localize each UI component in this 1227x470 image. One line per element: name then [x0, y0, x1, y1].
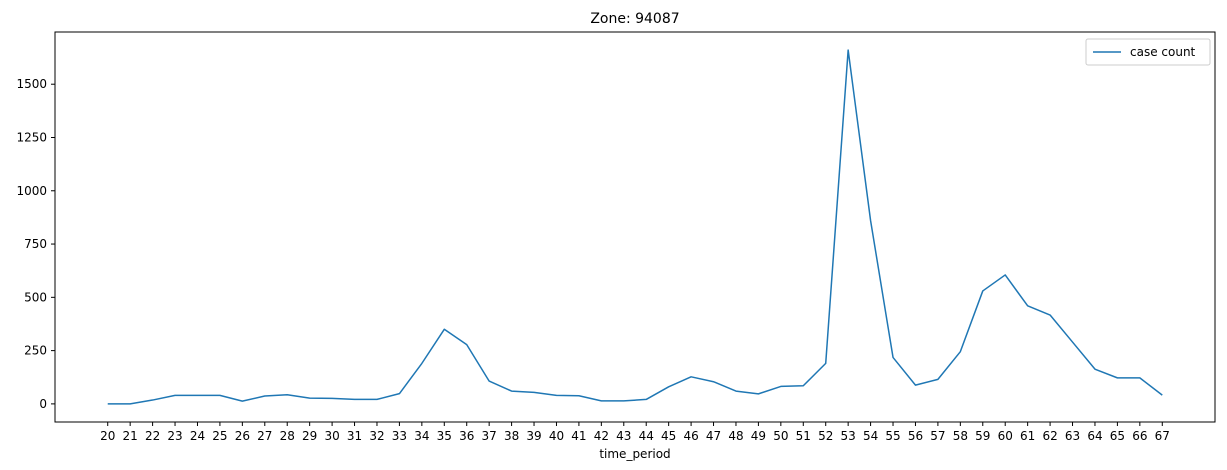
- x-tick-label: 57: [930, 429, 945, 443]
- y-tick-label: 0: [39, 397, 47, 411]
- legend-label: case count: [1130, 45, 1196, 59]
- y-tick-label: 1500: [16, 77, 47, 91]
- y-axis: 0 250 500 750 1000 1250 1500: [16, 77, 55, 411]
- x-tick-label: 39: [526, 429, 541, 443]
- x-tick-label: 30: [324, 429, 339, 443]
- x-tick-label: 37: [482, 429, 497, 443]
- x-tick-label: 24: [190, 429, 205, 443]
- x-tick-label: 66: [1132, 429, 1147, 443]
- x-tick-label: 46: [683, 429, 698, 443]
- x-axis: 20 21 22 23 24 25 26 27 28 29 30 31 32 33 34 35 36 37 38 39…: [100, 422, 1170, 443]
- x-tick-label: 34: [414, 429, 429, 443]
- x-tick-label: 61: [1020, 429, 1035, 443]
- x-tick-label: 45: [661, 429, 676, 443]
- x-tick-label: 25: [212, 429, 227, 443]
- x-tick-label: 20: [100, 429, 115, 443]
- x-tick-label: 38: [504, 429, 519, 443]
- x-tick-label: 65: [1110, 429, 1125, 443]
- x-tick-label: 33: [392, 429, 407, 443]
- x-tick-label: 64: [1087, 429, 1102, 443]
- x-tick-label: 43: [616, 429, 631, 443]
- y-tick-label: 1000: [16, 184, 47, 198]
- x-tick-label: 22: [145, 429, 160, 443]
- legend: case count: [1085, 38, 1211, 66]
- x-tick-label: 48: [728, 429, 743, 443]
- chart-title: Zone: 94087: [590, 11, 679, 27]
- x-tick-label: 28: [280, 429, 295, 443]
- x-tick-label: 26: [235, 429, 250, 443]
- series-line: [107, 49, 1163, 405]
- x-tick-label: 41: [571, 429, 586, 443]
- x-tick-label: 32: [369, 429, 384, 443]
- y-tick-label: 1250: [16, 130, 47, 144]
- legend-box: [1085, 38, 1211, 66]
- x-tick-label: 62: [1042, 429, 1057, 443]
- x-tick-label: 51: [796, 429, 811, 443]
- y-tick-label: 750: [24, 237, 47, 251]
- x-tick-label: 35: [437, 429, 452, 443]
- x-tick-label: 53: [841, 429, 856, 443]
- x-tick-label: 36: [459, 429, 474, 443]
- x-tick-label: 42: [594, 429, 609, 443]
- x-tick-label: 29: [302, 429, 317, 443]
- x-tick-label: 27: [257, 429, 272, 443]
- plot-frame: [54, 31, 1216, 423]
- plot-area: [107, 49, 1163, 405]
- x-tick-label: 47: [706, 429, 721, 443]
- x-tick-label: 52: [818, 429, 833, 443]
- x-tick-label: 23: [167, 429, 182, 443]
- x-tick-label: 60: [998, 429, 1013, 443]
- y-tick-label: 500: [24, 290, 47, 304]
- x-tick-label: 21: [123, 429, 138, 443]
- x-tick-label: 63: [1065, 429, 1080, 443]
- x-tick-label: 50: [773, 429, 788, 443]
- x-tick-label: 40: [549, 429, 564, 443]
- x-tick-label: 44: [639, 429, 654, 443]
- y-tick-label: 250: [24, 344, 47, 358]
- x-tick-label: 54: [863, 429, 878, 443]
- x-axis-title: time_period: [599, 447, 670, 461]
- x-tick-label: 59: [975, 429, 990, 443]
- x-tick-label: 58: [953, 429, 968, 443]
- x-tick-label: 31: [347, 429, 362, 443]
- x-tick-label: 56: [908, 429, 923, 443]
- x-tick-label: 67: [1155, 429, 1170, 443]
- x-tick-label: 55: [885, 429, 900, 443]
- x-tick-label: 49: [751, 429, 766, 443]
